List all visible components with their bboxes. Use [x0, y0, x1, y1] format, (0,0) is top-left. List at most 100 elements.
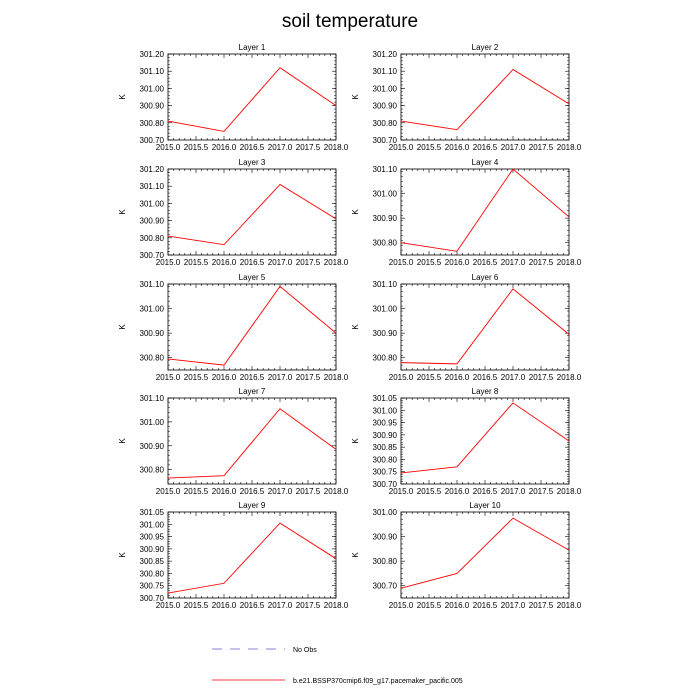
x-tick-label: 2016.0: [445, 601, 470, 610]
x-tick-label: 2018.0: [324, 258, 349, 267]
legend-model-label: b.e21.BSSP370cmip6.f09_g17.pacemaker_pac…: [293, 678, 463, 685]
x-tick-label: 2016.5: [240, 258, 265, 267]
plot-frame: [400, 511, 570, 599]
x-tick-label: 2015.5: [417, 601, 442, 610]
x-tick-label: 2017.5: [296, 373, 321, 382]
plot-frame: [400, 168, 570, 256]
y-tick-label: 300.90: [140, 442, 165, 451]
y-tick-label: 300.80: [140, 354, 165, 363]
plot-frame: [167, 397, 337, 485]
panel-title: Layer 9: [239, 501, 266, 510]
x-tick-label: 2017.5: [296, 487, 321, 496]
x-tick-label: 2017.0: [501, 258, 526, 267]
y-tick-label: 301.00: [140, 199, 165, 208]
y-tick-label: 301.05: [373, 394, 398, 403]
x-tick-label: 2015.0: [156, 487, 181, 496]
x-tick-label: 2018.0: [557, 258, 582, 267]
y-tick-label: 301.00: [140, 305, 165, 314]
x-tick-label: 2015.5: [184, 487, 209, 496]
y-axis-label: K: [118, 438, 127, 444]
y-tick-label: 300.80: [140, 569, 165, 578]
y-tick-label: 300.70: [373, 480, 398, 489]
x-tick-label: 2016.5: [473, 601, 498, 610]
x-tick-label: 2016.5: [473, 258, 498, 267]
x-tick-label: 2017.0: [268, 487, 293, 496]
x-tick-label: 2015.5: [184, 373, 209, 382]
y-axis-label: K: [351, 438, 360, 444]
y-tick-label: 300.80: [373, 557, 398, 566]
panel-title: Layer 10: [469, 501, 501, 510]
y-tick-label: 301.10: [140, 182, 165, 191]
y-axis-label: K: [351, 552, 360, 558]
x-tick-label: 2017.5: [296, 258, 321, 267]
y-axis-label: K: [118, 324, 127, 330]
x-tick-label: 2017.5: [529, 258, 554, 267]
y-tick-label: 300.90: [140, 102, 165, 111]
y-tick-label: 301.00: [140, 84, 165, 93]
x-tick-label: 2016.5: [473, 373, 498, 382]
x-tick-label: 2016.0: [212, 487, 237, 496]
y-tick-label: 300.70: [140, 136, 165, 145]
panel-title: Layer 3: [239, 158, 266, 167]
x-tick-label: 2015.0: [389, 143, 414, 152]
y-tick-label: 300.90: [140, 217, 165, 226]
x-tick-label: 2018.0: [324, 601, 349, 610]
x-tick-label: 2016.0: [212, 143, 237, 152]
x-tick-label: 2017.0: [268, 601, 293, 610]
y-tick-label: 301.20: [373, 50, 398, 59]
y-axis-label: K: [118, 209, 127, 215]
x-tick-label: 2016.0: [445, 143, 470, 152]
x-tick-label: 2015.0: [156, 601, 181, 610]
panel-title: Layer 4: [472, 158, 499, 167]
x-tick-label: 2016.0: [445, 487, 470, 496]
y-tick-label: 301.10: [373, 67, 398, 76]
x-tick-label: 2018.0: [324, 143, 349, 152]
series-line-1: [400, 517, 570, 589]
x-tick-label: 2016.5: [473, 143, 498, 152]
series-line-1: [400, 288, 570, 365]
y-tick-label: 300.70: [373, 582, 398, 591]
y-tick-label: 300.90: [373, 214, 398, 223]
y-tick-label: 301.20: [140, 165, 165, 174]
series-line-1: [167, 67, 337, 132]
y-tick-label: 300.75: [140, 582, 165, 591]
panel-title: Layer 1: [239, 43, 266, 52]
y-tick-label: 301.00: [373, 305, 398, 314]
y-tick-label: 300.95: [373, 419, 398, 428]
x-tick-label: 2016.0: [445, 258, 470, 267]
panel-title: Layer 7: [239, 387, 266, 396]
x-tick-label: 2017.5: [529, 143, 554, 152]
x-tick-label: 2017.5: [296, 601, 321, 610]
y-tick-label: 301.20: [140, 50, 165, 59]
y-tick-label: 300.70: [140, 251, 165, 260]
y-tick-label: 300.75: [373, 468, 398, 477]
x-tick-label: 2016.5: [240, 487, 265, 496]
y-tick-label: 301.10: [373, 165, 398, 174]
y-tick-label: 300.80: [373, 455, 398, 464]
y-tick-label: 300.70: [373, 136, 398, 145]
x-tick-label: 2018.0: [557, 601, 582, 610]
plot-frame: [167, 168, 337, 256]
figure-title: soil temperature: [282, 11, 418, 32]
plot-frame: [167, 511, 337, 599]
y-tick-label: 301.00: [140, 520, 165, 529]
y-tick-label: 301.00: [373, 508, 398, 517]
legend-no-obs-label: No Obs: [293, 647, 317, 654]
y-axis-label: K: [118, 552, 127, 558]
y-tick-label: 300.80: [373, 354, 398, 363]
x-tick-label: 2015.5: [184, 258, 209, 267]
y-tick-label: 300.90: [373, 431, 398, 440]
x-tick-label: 2016.0: [212, 601, 237, 610]
x-tick-label: 2017.5: [296, 143, 321, 152]
y-tick-label: 300.95: [140, 533, 165, 542]
x-tick-label: 2015.0: [389, 373, 414, 382]
x-tick-label: 2016.5: [240, 601, 265, 610]
x-tick-label: 2018.0: [324, 487, 349, 496]
x-tick-label: 2015.5: [417, 143, 442, 152]
y-tick-label: 301.10: [373, 280, 398, 289]
